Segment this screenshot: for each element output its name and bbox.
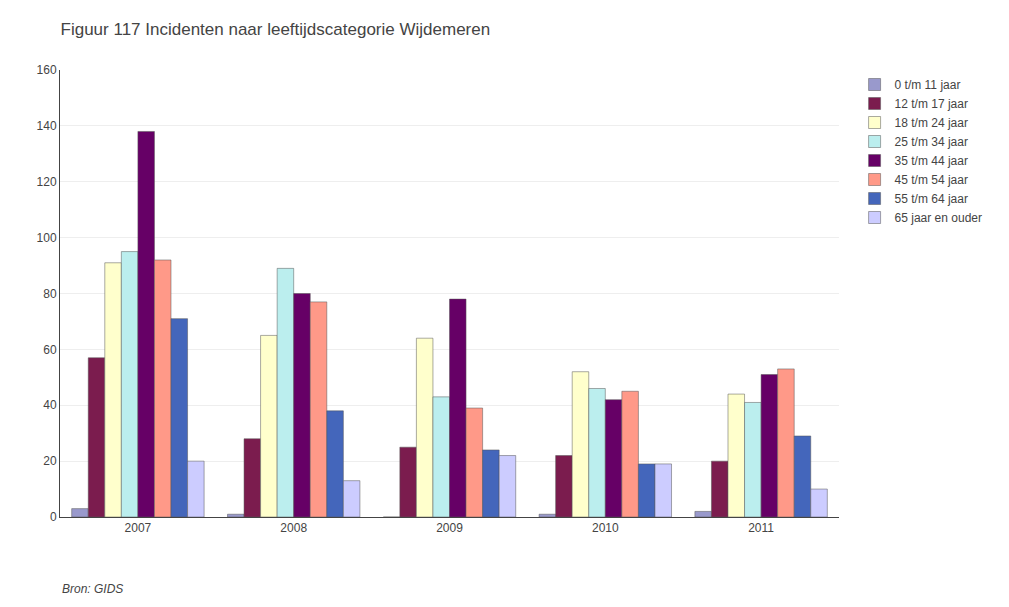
svg-text:Bron: GIDS: Bron: GIDS bbox=[62, 582, 123, 596]
svg-text:0: 0 bbox=[50, 510, 57, 524]
svg-text:Figuur 117 Incidenten naar lee: Figuur 117 Incidenten naar leeftijdscate… bbox=[61, 20, 491, 39]
svg-text:2009: 2009 bbox=[436, 521, 463, 535]
svg-text:20: 20 bbox=[43, 454, 57, 468]
svg-text:2011: 2011 bbox=[748, 521, 774, 535]
svg-text:120: 120 bbox=[37, 175, 57, 189]
svg-text:18 t/m 24 jaar: 18 t/m 24 jaar bbox=[895, 116, 968, 130]
svg-text:65 jaar en ouder: 65 jaar en ouder bbox=[895, 211, 982, 225]
svg-text:80: 80 bbox=[43, 287, 57, 301]
svg-text:35 t/m 44 jaar: 35 t/m 44 jaar bbox=[895, 154, 968, 168]
svg-text:2010: 2010 bbox=[592, 521, 619, 535]
svg-text:45 t/m 54 jaar: 45 t/m 54 jaar bbox=[895, 173, 968, 187]
svg-text:12 t/m 17 jaar: 12 t/m 17 jaar bbox=[895, 97, 968, 111]
svg-text:55 t/m 64 jaar: 55 t/m 64 jaar bbox=[895, 192, 968, 206]
svg-text:40: 40 bbox=[43, 398, 57, 412]
svg-text:0 t/m 11 jaar: 0 t/m 11 jaar bbox=[895, 78, 961, 92]
svg-text:2007: 2007 bbox=[125, 521, 152, 535]
svg-text:160: 160 bbox=[37, 63, 57, 77]
svg-text:140: 140 bbox=[37, 119, 57, 133]
svg-text:25 t/m 34 jaar: 25 t/m 34 jaar bbox=[895, 135, 968, 149]
svg-text:2008: 2008 bbox=[280, 521, 307, 535]
svg-text:60: 60 bbox=[43, 343, 57, 357]
svg-text:100: 100 bbox=[37, 231, 57, 245]
